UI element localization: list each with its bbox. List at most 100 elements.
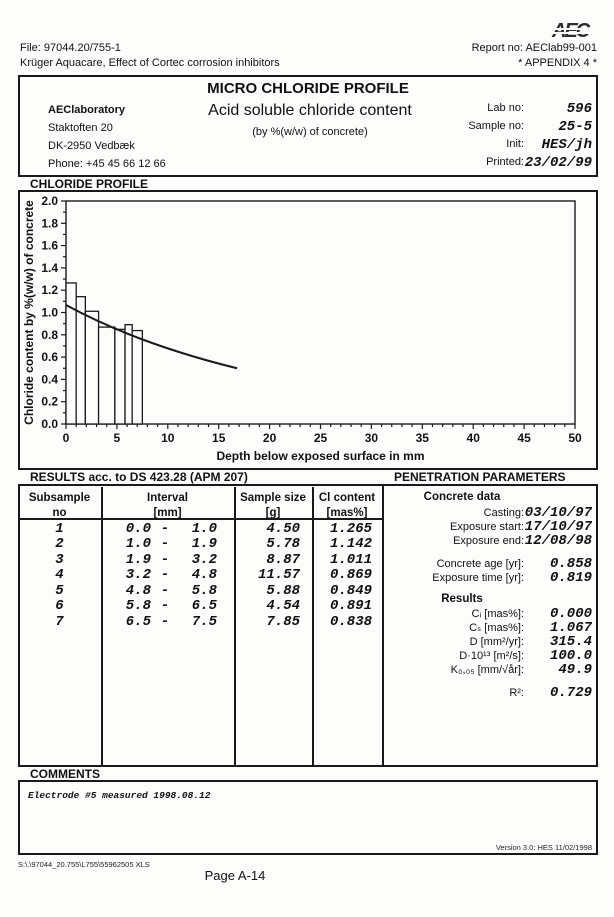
x-tick-label: 25 — [314, 431, 328, 445]
y-tick-label: 2.0 — [41, 194, 58, 208]
table-row: 4 3.2-4.8 11.57 0.869 — [55, 567, 372, 583]
results-subheader: Results — [441, 593, 483, 605]
version-stamp: Version 3.0: HES 11/02/1998 — [495, 843, 592, 852]
y-tick-label: 1.4 — [41, 261, 58, 275]
x-axis-label: Depth below exposed surface in mm — [216, 449, 424, 463]
x-tick-label: 10 — [161, 431, 175, 445]
chart-bar — [65, 282, 77, 425]
col-header-interval: Interval [mm] — [147, 492, 188, 519]
file-value: 97044.20/755-1 — [43, 42, 121, 54]
table-column-line — [312, 487, 314, 765]
meta-label: Sample no: — [468, 120, 524, 132]
chloride-profile-chart: 0.0 0.2 0.4 0.6 0.8 1.0 1.2 1.4 1.6 1.8 2.0 0 5 10 15 2… — [22, 194, 582, 463]
x-tick-label: 30 — [365, 431, 379, 445]
meta-label: Lab no: — [487, 102, 524, 114]
chart-bar — [97, 326, 116, 425]
x-tick-label: 45 — [517, 431, 531, 445]
table-row: 1 0.0-1.0 4.50 1.265 — [55, 521, 372, 537]
meta-label: Printed: — [486, 156, 524, 168]
y-axis-label: Chloride content by %(w/w) of concrete — [22, 200, 36, 425]
param-row-ci: Cᵢ [mas%]: 0.000 — [471, 606, 592, 622]
fit-line — [65, 304, 238, 370]
file-path: S:\.\97044_20.755\L755\55962505 XLS — [18, 860, 150, 869]
table-row: 5 4.8-5.8 5.88 0.849 — [55, 583, 372, 599]
appendix-label: * APPENDIX 4 * — [518, 57, 597, 69]
y-tick-label: 0.2 — [41, 395, 58, 409]
report-value: AEClab99-001 — [525, 42, 597, 54]
param-row-d13: D·10¹³ [m²/s]: 100.0 — [459, 648, 592, 664]
param-row-concrete-age: Concrete age [yr]: 0.858 — [436, 556, 592, 572]
section-chloride-profile-label: CHLORIDE PROFILE — [30, 176, 149, 191]
param-row-d: D [mm²/yr]: 315.4 — [469, 634, 592, 650]
table-row: 7 6.5-7.5 7.85 0.838 — [55, 614, 372, 630]
table-row: 6 5.8-6.5 4.54 0.891 — [55, 598, 372, 614]
param-row-r2: R²: 0.729 — [509, 685, 592, 701]
param-row-casting: Casting: 03/10/97 — [483, 505, 592, 521]
concrete-data-header: Concrete data — [423, 491, 501, 503]
x-tick-label: 35 — [416, 431, 430, 445]
param-row-exposure-time: Exposure time [yr]: 0.819 — [432, 570, 592, 586]
chart-bar — [75, 296, 86, 425]
x-tick-label: 15 — [212, 431, 226, 445]
results-table-header: Subsample no Interval [mm] Sample size [g] … — [18, 489, 382, 521]
table-column-line — [101, 487, 103, 765]
chart-bar — [114, 328, 126, 425]
y-tick-label: 0.8 — [41, 328, 58, 342]
file-label: File: — [20, 42, 41, 54]
y-tick-label: 0.6 — [41, 350, 58, 364]
section-comments: COMMENTS — [18, 765, 598, 782]
y-tick-label: 0.4 — [41, 372, 58, 386]
lab-name: AEClaboratory — [48, 104, 126, 116]
lab-phone: Phone: +45 45 66 12 66 — [48, 158, 166, 170]
param-row-exposure-start: Exposure start: 17/10/97 — [450, 519, 592, 535]
meta-row-sample-no: Sample no: 25-5 — [400, 120, 592, 135]
subtitle-method: (by %(w/w) of concrete) — [252, 126, 368, 138]
y-tick-label: 1.8 — [41, 216, 58, 230]
table-row: 3 1.9-3.2 8.87 1.011 — [55, 552, 372, 568]
report-frame — [18, 75, 598, 855]
col-header-cl-content: Cl content [mas%] — [318, 492, 376, 519]
meta-value: 596 — [566, 101, 592, 117]
x-tick-label: 5 — [114, 431, 121, 445]
section-results: RESULTS acc. to DS 423.28 (APM 207) — [18, 468, 382, 486]
lab-address-1: Staktoften 20 — [48, 122, 113, 134]
param-row-exposure-end: Exposure end: 12/08/98 — [453, 533, 592, 549]
lab-address-2: DK-2950 Vedbæk — [48, 140, 135, 152]
table-header-underline — [18, 518, 382, 520]
col-header-subsample: Subsample no — [28, 492, 91, 519]
section-comments-label: COMMENTS — [30, 766, 100, 781]
y-tick-label: 1.2 — [41, 283, 58, 297]
col-header-sample-size: Sample size [g] — [240, 492, 306, 519]
x-tick-label: 0 — [63, 431, 70, 445]
meta-row-init: Init: HES/jh — [400, 138, 592, 153]
param-row-cs: Cₛ [mas%]: 1.067 — [469, 620, 592, 636]
table-column-line — [234, 487, 236, 765]
chart-bar — [131, 329, 143, 425]
meta-row-lab-no: Lab no: 596 — [400, 102, 592, 117]
comment-text: Electrode #5 measured 1998.08.12 — [28, 790, 211, 801]
section-results-label: RESULTS acc. to DS 423.28 (APM 207) — [30, 470, 248, 484]
y-tick-label: 0.0 — [41, 417, 58, 431]
x-tick-label: 20 — [263, 431, 277, 445]
page-title: MICRO CHLORIDE PROFILE — [207, 80, 409, 97]
chart-bar — [124, 324, 133, 425]
x-tick-label: 50 — [568, 431, 582, 445]
panel-divider — [382, 486, 384, 765]
section-penetration: PENETRATION PARAMETERS — [382, 468, 598, 486]
section-chloride-profile: CHLORIDE PROFILE — [18, 175, 598, 192]
y-tick-label: 1.0 — [41, 306, 58, 320]
subtitle: Acid soluble chloride content — [208, 102, 412, 119]
project-line: Krüger Aquacare, Effect of Cortec corros… — [20, 57, 280, 69]
table-row: 2 1.0-1.9 5.78 1.142 — [55, 536, 372, 552]
meta-row-printed: Printed: 23/02/99 — [400, 156, 592, 171]
report-label: Report no: — [471, 42, 523, 54]
y-tick-label: 1.6 — [41, 239, 58, 253]
chart-bar — [84, 310, 100, 425]
page-number: Page A-14 — [204, 868, 266, 883]
meta-label: Init: — [506, 138, 524, 150]
section-penetration-label: PENETRATION PARAMETERS — [394, 470, 566, 484]
aec-logo-icon: AEC — [550, 20, 604, 42]
x-tick-label: 40 — [467, 431, 481, 445]
meta-value: HES/jh — [541, 137, 592, 153]
